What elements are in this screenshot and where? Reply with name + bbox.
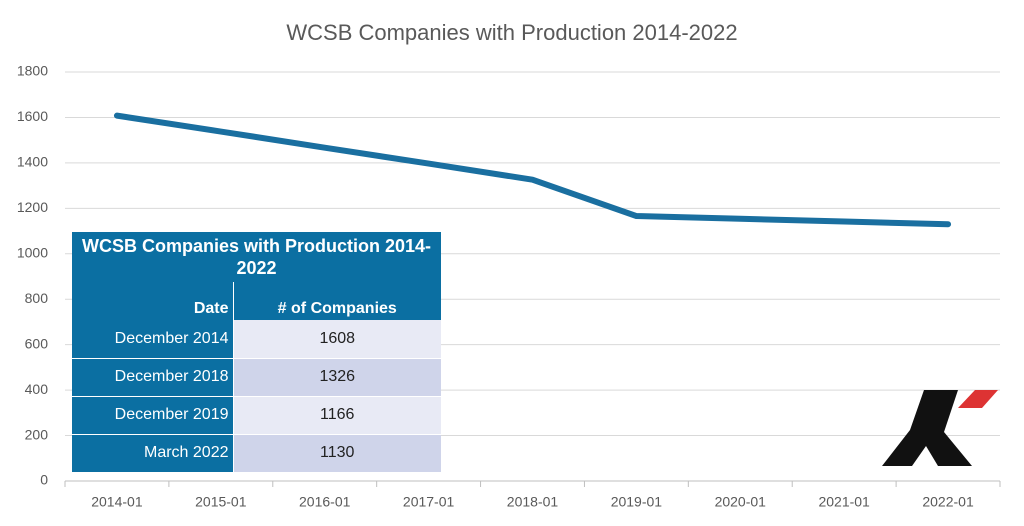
- x-tick-label: 2015-01: [195, 494, 247, 510]
- logo: [882, 390, 998, 466]
- x-tick-label: 2019-01: [611, 494, 663, 510]
- y-tick-label: 200: [25, 426, 49, 442]
- table-row: December 2018 1326: [72, 357, 441, 396]
- x-tick-label: 2016-01: [299, 494, 351, 510]
- line-series: [113, 112, 952, 228]
- table-cell: December 2019: [72, 395, 234, 434]
- chart-title: WCSB Companies with Production 2014-2022: [286, 20, 737, 45]
- table-header: Date: [72, 282, 234, 320]
- table-cell: 1608: [233, 320, 441, 358]
- x-tick-label: 2021-01: [818, 494, 870, 510]
- x-tick-label: 2018-01: [507, 494, 559, 510]
- table-cell: December 2018: [72, 357, 234, 396]
- y-tick-label: 1400: [17, 154, 48, 170]
- table-row: December 2019 1166: [72, 395, 441, 434]
- table-row: December 2014 1608: [72, 320, 441, 358]
- table-cell: March 2022: [72, 433, 234, 472]
- data-table: WCSB Companies with Production 2014-2022…: [72, 232, 441, 472]
- table-cell: 1130: [233, 433, 441, 472]
- y-tick-label: 1200: [17, 199, 48, 215]
- table-title: WCSB Companies with Production 2014-2022: [72, 232, 441, 282]
- table-cell: December 2014: [72, 320, 234, 358]
- table-cell: 1166: [233, 395, 441, 434]
- y-tick-label: 1000: [17, 244, 48, 260]
- table-header: # of Companies: [233, 282, 441, 320]
- y-tick-label: 400: [25, 381, 49, 397]
- x-tick-label: 2020-01: [715, 494, 767, 510]
- table-row: March 2022 1130: [72, 433, 441, 472]
- y-tick-label: 800: [25, 290, 49, 306]
- y-tick-label: 0: [40, 472, 48, 488]
- x-tick-label: 2022-01: [922, 494, 974, 510]
- table-cell: 1326: [233, 357, 441, 396]
- y-tick-label: 600: [25, 335, 49, 351]
- x-tick-label: 2014-01: [91, 494, 143, 510]
- x-tick-label: 2017-01: [403, 494, 455, 510]
- y-tick-label: 1600: [17, 108, 48, 124]
- y-tick-label: 1800: [17, 63, 48, 79]
